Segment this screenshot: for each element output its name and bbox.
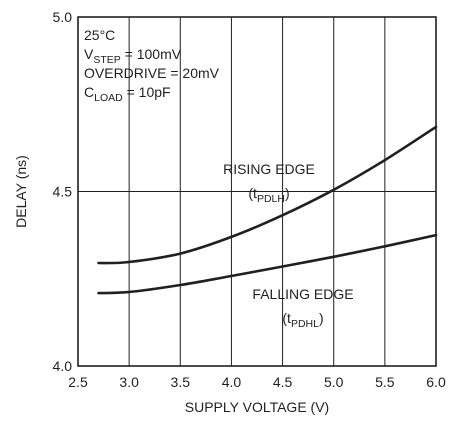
x-tick-label: 5.0 [324, 374, 344, 390]
y-tick-label: 4.5 [53, 184, 73, 200]
plot-frame [77, 16, 437, 367]
condition-vstep-subscript: STEP [93, 54, 120, 66]
x-tick-label: 5.5 [375, 374, 395, 390]
condition-vstep: VSTEP = 100mV [84, 46, 182, 66]
x-tick-label: 2.5 [68, 374, 88, 390]
condition-cload-symbol: C [84, 84, 94, 100]
x-tick-label: 4.0 [222, 374, 242, 390]
condition-overdrive: OVERDRIVE = 20mV [84, 65, 220, 81]
x-axis-label: SUPPLY VOLTAGE (V) [185, 399, 329, 415]
x-tick-label: 6.0 [426, 374, 446, 390]
condition-vstep-value: = 100mV [121, 46, 182, 62]
falling-edge-label: FALLING EDGE (tPDHL) [252, 286, 353, 330]
x-tick-label: 4.5 [273, 374, 293, 390]
falling-edge-line [97, 233, 438, 295]
rising-edge-name: RISING EDGE [223, 161, 315, 177]
rising-edge-close: ) [285, 185, 290, 201]
rising-edge-line [97, 125, 438, 265]
falling-edge-close: ) [319, 310, 324, 326]
condition-vstep-symbol: V [84, 46, 94, 62]
tick-labels: 2.5 3.0 3.5 4.0 4.5 5.0 5.5 6.0 4.0 4.5 5.0 [53, 9, 446, 390]
rising-edge-t: (t [248, 185, 257, 201]
condition-cload-value: = 10pF [123, 84, 171, 100]
falling-edge-subscript: PDHL [291, 318, 319, 330]
condition-temperature: 25°C [84, 27, 115, 43]
y-tick-label: 5.0 [53, 9, 73, 25]
rising-edge-tpdlh: (tPDLH) [248, 185, 289, 205]
y-axis-label: DELAY (ns) [13, 155, 29, 228]
falling-edge-name: FALLING EDGE [252, 286, 353, 302]
falling-edge-t: (t [282, 310, 291, 326]
test-conditions: 25°C VSTEP = 100mV OVERDRIVE = 20mV CLOA… [84, 27, 220, 104]
x-tick-label: 3.0 [119, 374, 139, 390]
rising-edge-label: RISING EDGE (tPDLH) [223, 161, 315, 205]
x-tick-label: 3.5 [171, 374, 191, 390]
series-lines [97, 125, 438, 295]
rising-edge-subscript: PDLH [257, 193, 285, 205]
y-tick-label: 4.0 [53, 358, 73, 374]
falling-edge-tpdhl: (tPDHL) [282, 310, 323, 330]
grid [78, 17, 436, 366]
condition-cload: CLOAD = 10pF [84, 84, 171, 104]
condition-cload-subscript: LOAD [94, 92, 123, 104]
